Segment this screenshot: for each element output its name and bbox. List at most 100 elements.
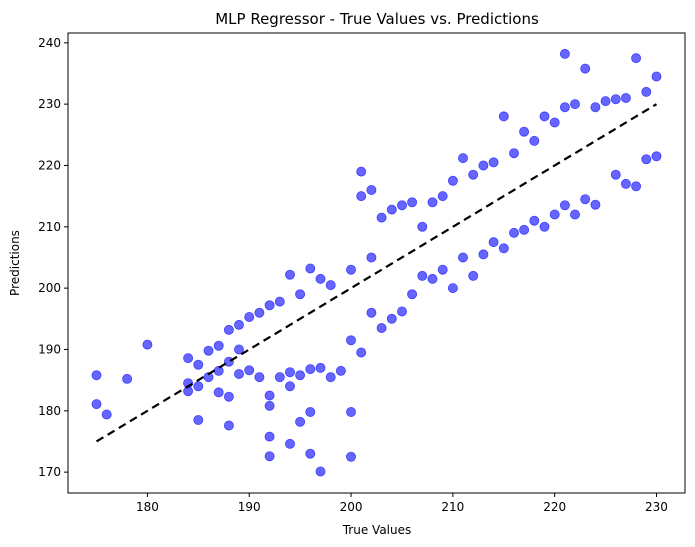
scatter-point (468, 270, 479, 281)
scatter-point (244, 311, 255, 322)
scatter-point (580, 194, 591, 205)
scatter-point (539, 111, 550, 122)
x-tick-label: 180 (136, 500, 159, 514)
scatter-point (264, 390, 275, 401)
x-tick-label: 230 (645, 500, 668, 514)
scatter-point (345, 264, 356, 275)
scatter-point (325, 372, 336, 383)
scatter-point (559, 200, 570, 211)
scatter-point (356, 166, 367, 177)
scatter-point (549, 209, 560, 220)
scatter-point (386, 204, 397, 215)
scatter-point (345, 335, 356, 346)
scatter-point (600, 96, 611, 107)
scatter-point (641, 86, 652, 97)
scatter-point (478, 249, 489, 260)
scatter-point (447, 283, 458, 294)
scatter-point (213, 387, 224, 398)
scatter-point (284, 367, 295, 378)
scatter-point (345, 451, 356, 462)
reference-line (95, 103, 658, 443)
scatter-point (376, 322, 387, 333)
scatter-point (580, 63, 591, 74)
scatter-point (305, 406, 316, 417)
scatter-point (396, 200, 407, 211)
scatter-point (264, 451, 275, 462)
axis-ticks: 180 190 200 210 220 230 170 180 190 200 210 220 230 2… (38, 36, 668, 514)
scatter-point (559, 48, 570, 59)
scatter-point (457, 153, 468, 164)
scatter-point (570, 209, 581, 220)
scatter-point (417, 221, 428, 232)
scatter-point (325, 280, 336, 291)
scatter-point (295, 289, 306, 300)
scatter-point (468, 169, 479, 180)
scatter-point (498, 111, 509, 122)
scatter-point (376, 212, 387, 223)
scatter-point (356, 191, 367, 202)
chart-title: MLP Regressor - True Values vs. Predicti… (215, 10, 539, 28)
scatter-point (101, 409, 112, 420)
scatter-point (295, 416, 306, 427)
scatter-point (620, 178, 631, 189)
scatter-point (457, 252, 468, 263)
scatter-point (631, 181, 642, 192)
scatter-point (213, 340, 224, 351)
y-tick-label: 170 (38, 465, 61, 479)
scatter-point (274, 372, 285, 383)
x-tick-label: 190 (238, 500, 261, 514)
scatter-point (396, 306, 407, 317)
scatter-point (488, 157, 499, 168)
scatter-point (620, 93, 631, 104)
scatter-point (498, 243, 509, 254)
scatter-point (315, 273, 326, 284)
scatter-point (519, 224, 530, 235)
y-tick-label: 220 (38, 158, 61, 172)
scatter-point (549, 117, 560, 128)
scatter-point (508, 148, 519, 159)
scatter-point (315, 466, 326, 477)
scatter-point (183, 353, 194, 364)
scatter-point (508, 227, 519, 238)
scatter-point (366, 184, 377, 195)
scatter-point (437, 191, 448, 202)
scatter-point (519, 126, 530, 137)
scatter-point (651, 151, 662, 162)
scatter-point (142, 339, 153, 350)
y-tick-label: 180 (38, 404, 61, 418)
scatter-point (345, 406, 356, 417)
scatter-point (274, 296, 285, 307)
scatter-point (254, 372, 265, 383)
scatter-point (233, 319, 244, 330)
scatter-point (651, 71, 662, 82)
scatter-point (254, 307, 265, 318)
scatter-point (233, 368, 244, 379)
scatter-point (305, 364, 316, 375)
y-tick-label: 210 (38, 220, 61, 234)
scatter-point (610, 169, 621, 180)
scatter-point (284, 438, 295, 449)
scatter-point (203, 345, 214, 356)
scatter-point (305, 448, 316, 459)
scatter-point (386, 313, 397, 324)
scatter-point (284, 269, 295, 280)
scatter-point (223, 391, 234, 402)
scatter-point (193, 381, 204, 392)
scatter-point (559, 102, 570, 113)
scatter-point (641, 154, 652, 165)
scatter-point (427, 197, 438, 208)
scatter-point (315, 362, 326, 373)
scatter-point (427, 273, 438, 284)
x-tick-label: 220 (543, 500, 566, 514)
scatter-point (356, 347, 367, 358)
scatter-point (610, 94, 621, 105)
scatter-point (417, 270, 428, 281)
scatter-point (295, 370, 306, 381)
scatter-point (529, 135, 540, 146)
y-tick-label: 190 (38, 342, 61, 356)
scatter-point (590, 199, 601, 210)
scatter-point (366, 307, 377, 318)
y-tick-label: 230 (38, 97, 61, 111)
scatter-point (91, 370, 102, 381)
